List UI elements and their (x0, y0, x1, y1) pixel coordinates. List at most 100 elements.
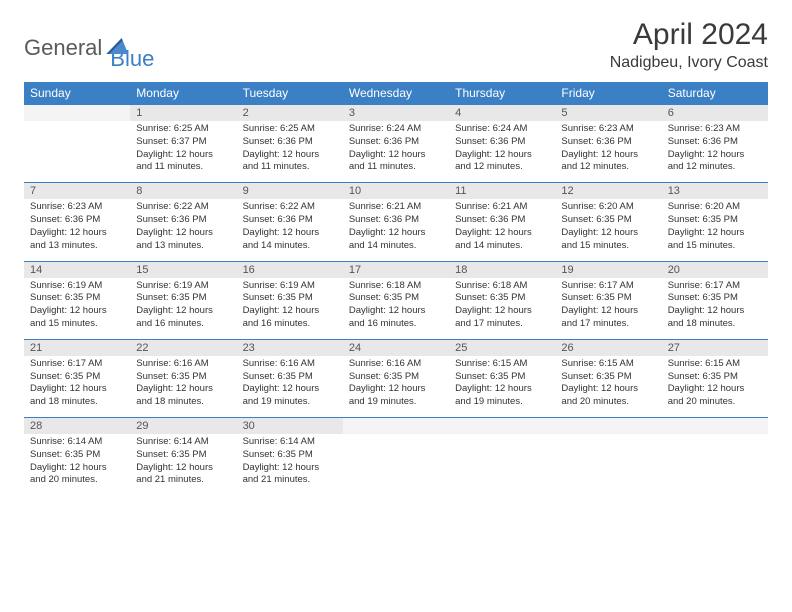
day-info-line: Sunrise: 6:16 AM (136, 358, 230, 371)
day-number-cell (24, 105, 130, 122)
day-info-cell: Sunrise: 6:14 AMSunset: 6:35 PMDaylight:… (24, 434, 130, 495)
day-info-line: and 21 minutes. (243, 474, 337, 487)
day-info-line: and 12 minutes. (455, 161, 549, 174)
day-number-cell: 10 (343, 183, 449, 200)
day-info-cell (343, 434, 449, 495)
weekday-header: Thursday (449, 82, 555, 105)
day-info-line: and 19 minutes. (243, 396, 337, 409)
day-info-line: Sunset: 6:35 PM (561, 214, 655, 227)
day-info-line: and 14 minutes. (349, 240, 443, 253)
day-info-line: Sunset: 6:35 PM (30, 292, 124, 305)
day-info-line: Daylight: 12 hours (243, 305, 337, 318)
day-number-cell: 12 (555, 183, 661, 200)
day-number-cell: 3 (343, 105, 449, 122)
weekday-header: Monday (130, 82, 236, 105)
day-info-line: Daylight: 12 hours (561, 383, 655, 396)
day-number-cell: 19 (555, 261, 661, 278)
day-info-row: Sunrise: 6:23 AMSunset: 6:36 PMDaylight:… (24, 199, 768, 261)
weekday-header: Wednesday (343, 82, 449, 105)
day-info-line: Sunset: 6:35 PM (30, 371, 124, 384)
day-info-line: Sunrise: 6:17 AM (668, 280, 762, 293)
day-info-line: Sunset: 6:35 PM (243, 371, 337, 384)
day-number-cell: 14 (24, 261, 130, 278)
day-number-cell: 21 (24, 339, 130, 356)
day-info-cell (449, 434, 555, 495)
day-info-line: Daylight: 12 hours (668, 305, 762, 318)
day-number-cell: 26 (555, 339, 661, 356)
day-info-line: Sunrise: 6:19 AM (243, 280, 337, 293)
day-info-cell: Sunrise: 6:21 AMSunset: 6:36 PMDaylight:… (449, 199, 555, 261)
day-info-cell: Sunrise: 6:15 AMSunset: 6:35 PMDaylight:… (449, 356, 555, 418)
day-info-line: and 18 minutes. (30, 396, 124, 409)
day-info-line: and 16 minutes. (136, 318, 230, 331)
day-info-line: and 12 minutes. (561, 161, 655, 174)
day-info-line: Daylight: 12 hours (668, 383, 762, 396)
day-info-cell: Sunrise: 6:24 AMSunset: 6:36 PMDaylight:… (449, 121, 555, 183)
day-info-line: Daylight: 12 hours (30, 383, 124, 396)
day-info-line: Sunset: 6:36 PM (30, 214, 124, 227)
day-info-line: Daylight: 12 hours (349, 227, 443, 240)
day-info-line: Daylight: 12 hours (455, 383, 549, 396)
day-info-cell: Sunrise: 6:19 AMSunset: 6:35 PMDaylight:… (237, 278, 343, 340)
day-info-line: and 11 minutes. (136, 161, 230, 174)
day-info-line: Sunrise: 6:23 AM (668, 123, 762, 136)
day-info-cell: Sunrise: 6:17 AMSunset: 6:35 PMDaylight:… (662, 278, 768, 340)
day-info-line: Daylight: 12 hours (668, 149, 762, 162)
day-number-cell: 18 (449, 261, 555, 278)
day-info-line: and 16 minutes. (349, 318, 443, 331)
day-info-line: Sunset: 6:35 PM (455, 292, 549, 305)
day-number-cell: 11 (449, 183, 555, 200)
day-info-line: Sunrise: 6:22 AM (243, 201, 337, 214)
day-info-line: Sunrise: 6:19 AM (30, 280, 124, 293)
day-info-line: Daylight: 12 hours (455, 227, 549, 240)
day-info-line: Sunrise: 6:25 AM (243, 123, 337, 136)
day-number-cell: 1 (130, 105, 236, 122)
day-info-line: and 20 minutes. (668, 396, 762, 409)
day-info-line: and 17 minutes. (561, 318, 655, 331)
day-number-cell: 4 (449, 105, 555, 122)
day-info-cell: Sunrise: 6:14 AMSunset: 6:35 PMDaylight:… (237, 434, 343, 495)
day-info-line: Sunset: 6:36 PM (243, 136, 337, 149)
day-number-cell: 28 (24, 418, 130, 435)
day-info-cell: Sunrise: 6:18 AMSunset: 6:35 PMDaylight:… (343, 278, 449, 340)
day-info-cell: Sunrise: 6:17 AMSunset: 6:35 PMDaylight:… (555, 278, 661, 340)
day-info-line: and 11 minutes. (243, 161, 337, 174)
day-info-line: Daylight: 12 hours (243, 149, 337, 162)
day-info-line: Sunset: 6:35 PM (349, 371, 443, 384)
day-number-cell: 29 (130, 418, 236, 435)
day-info-cell: Sunrise: 6:16 AMSunset: 6:35 PMDaylight:… (237, 356, 343, 418)
day-info-line: Daylight: 12 hours (349, 149, 443, 162)
day-info-line: Sunset: 6:35 PM (30, 449, 124, 462)
calendar-body: 123456 Sunrise: 6:25 AMSunset: 6:37 PMDa… (24, 105, 768, 496)
day-info-line: Sunrise: 6:21 AM (349, 201, 443, 214)
day-info-line: Daylight: 12 hours (136, 305, 230, 318)
day-info-line: and 19 minutes. (349, 396, 443, 409)
day-info-row: Sunrise: 6:25 AMSunset: 6:37 PMDaylight:… (24, 121, 768, 183)
day-number-cell: 27 (662, 339, 768, 356)
day-info-line: Daylight: 12 hours (455, 149, 549, 162)
day-info-line: Sunrise: 6:23 AM (561, 123, 655, 136)
day-info-line: and 14 minutes. (243, 240, 337, 253)
day-number-cell (662, 418, 768, 435)
day-info-line: Daylight: 12 hours (561, 305, 655, 318)
location-label: Nadigbeu, Ivory Coast (610, 54, 768, 72)
day-info-line: Sunset: 6:35 PM (136, 292, 230, 305)
day-number-cell: 24 (343, 339, 449, 356)
day-info-line: Daylight: 12 hours (243, 462, 337, 475)
day-info-line: Daylight: 12 hours (136, 462, 230, 475)
day-info-line: Daylight: 12 hours (136, 383, 230, 396)
day-info-line: and 16 minutes. (243, 318, 337, 331)
day-info-line: and 13 minutes. (30, 240, 124, 253)
day-info-line: and 14 minutes. (455, 240, 549, 253)
day-number-cell: 17 (343, 261, 449, 278)
day-info-cell: Sunrise: 6:21 AMSunset: 6:36 PMDaylight:… (343, 199, 449, 261)
weekday-header-row: SundayMondayTuesdayWednesdayThursdayFrid… (24, 82, 768, 105)
day-info-cell: Sunrise: 6:20 AMSunset: 6:35 PMDaylight:… (662, 199, 768, 261)
day-info-cell: Sunrise: 6:25 AMSunset: 6:36 PMDaylight:… (237, 121, 343, 183)
day-info-line: and 19 minutes. (455, 396, 549, 409)
day-info-line: and 15 minutes. (668, 240, 762, 253)
day-info-line: and 12 minutes. (668, 161, 762, 174)
day-info-line: Sunrise: 6:17 AM (561, 280, 655, 293)
day-number-row: 282930 (24, 418, 768, 435)
day-info-line: Sunrise: 6:14 AM (136, 436, 230, 449)
